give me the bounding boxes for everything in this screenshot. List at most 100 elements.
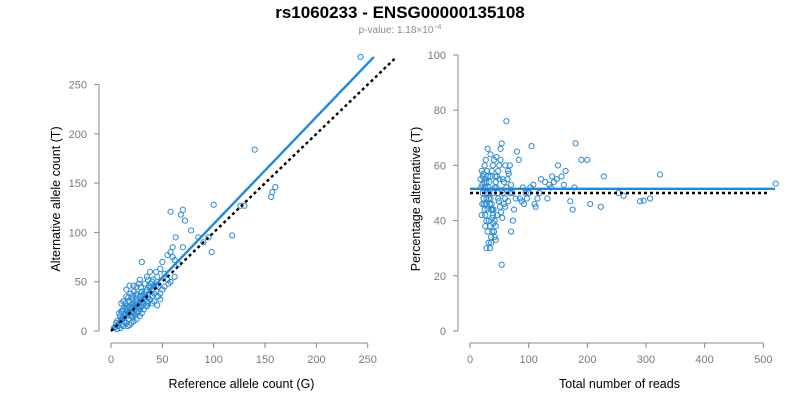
right-data-point bbox=[497, 156, 504, 163]
right-data-point bbox=[772, 180, 779, 187]
right-data-point bbox=[522, 189, 529, 197]
right-data-point bbox=[504, 176, 511, 183]
p-value-label: p-value: 1.18×10 bbox=[358, 25, 434, 36]
right-data-point bbox=[484, 228, 491, 235]
right-x-tick-label: 300 bbox=[637, 354, 655, 366]
right-data-point bbox=[478, 211, 485, 219]
left-data-point bbox=[188, 227, 195, 234]
left-y-tick-label: 0 bbox=[81, 326, 87, 338]
left-x-tick-label: 50 bbox=[156, 354, 168, 366]
left-data-point bbox=[172, 234, 179, 241]
left-data-point bbox=[171, 256, 178, 264]
left-data-point bbox=[136, 276, 143, 283]
left-data-point bbox=[357, 53, 364, 61]
right-x-tick-label: 200 bbox=[578, 354, 596, 366]
left-data-point bbox=[123, 286, 130, 293]
right-data-point bbox=[546, 181, 553, 188]
left-y-axis-title: Alternative allele count (T) bbox=[49, 126, 63, 271]
left-data-point bbox=[151, 298, 158, 305]
left-data-point bbox=[118, 300, 125, 307]
right-data-point bbox=[479, 200, 486, 208]
right-data-point bbox=[482, 156, 489, 163]
right-data-point bbox=[600, 173, 607, 180]
right-y-axis-title: Percentage alternative (T) bbox=[409, 127, 423, 272]
right-data-point bbox=[544, 195, 551, 202]
left-data-point bbox=[181, 217, 189, 224]
right-data-point bbox=[495, 198, 502, 205]
right-data-point bbox=[483, 178, 490, 186]
right-data-point bbox=[486, 200, 494, 208]
right-data-point bbox=[528, 142, 535, 150]
right-data-point bbox=[492, 236, 499, 244]
right-y-tick-label: 80 bbox=[434, 105, 446, 117]
left-data-point bbox=[122, 300, 129, 307]
left-data-point bbox=[137, 304, 144, 311]
right-data-point bbox=[503, 118, 510, 125]
left-data-point bbox=[165, 280, 172, 287]
right-data-point bbox=[492, 178, 499, 186]
right-data-point bbox=[571, 184, 578, 191]
left-x-tick-label: 150 bbox=[256, 354, 274, 366]
chart-title: rs1060233 - ENSG00000135108 bbox=[275, 3, 525, 22]
right-data-point bbox=[488, 206, 495, 213]
right-data-point bbox=[505, 170, 512, 177]
left-x-tick-label: 100 bbox=[205, 354, 223, 366]
right-data-point bbox=[489, 211, 496, 219]
right-data-point bbox=[488, 167, 495, 175]
right-data-point bbox=[496, 176, 503, 183]
right-data-point bbox=[578, 156, 585, 163]
right-data-point bbox=[497, 209, 505, 216]
left-y-tick-label: 250 bbox=[69, 80, 87, 92]
right-data-point bbox=[587, 200, 594, 208]
left-data-point bbox=[272, 183, 279, 191]
right-data-point bbox=[512, 195, 519, 202]
right-y-tick-label: 20 bbox=[434, 271, 446, 283]
right-x-tick-label: 400 bbox=[695, 354, 713, 366]
right-data-point bbox=[506, 162, 513, 169]
left-data-point bbox=[229, 232, 236, 239]
right-data-point bbox=[523, 195, 530, 202]
right-x-tick-label: 500 bbox=[754, 354, 772, 366]
left-data-point bbox=[179, 244, 186, 251]
left-data-point bbox=[130, 282, 137, 289]
right-data-point bbox=[527, 184, 534, 191]
right-data-point bbox=[572, 140, 579, 147]
right-data-point bbox=[513, 148, 521, 155]
left-data-point bbox=[210, 201, 217, 208]
right-data-point bbox=[636, 198, 644, 205]
left-data-point bbox=[137, 284, 144, 291]
p-value-exponent: −4 bbox=[433, 24, 442, 31]
right-data-point bbox=[562, 167, 569, 175]
left-data-point bbox=[208, 249, 215, 256]
right-data-point bbox=[486, 245, 494, 252]
left-data-point bbox=[161, 283, 168, 290]
right-data-point bbox=[493, 211, 501, 219]
right-x-tick-label: 100 bbox=[519, 354, 537, 366]
right-data-point bbox=[499, 176, 506, 183]
left-data-point bbox=[146, 268, 154, 275]
left-data-point bbox=[124, 322, 131, 330]
right-data-point bbox=[558, 173, 565, 180]
right-data-point bbox=[502, 203, 509, 210]
right-data-point bbox=[646, 195, 654, 202]
left-y-tick-label: 200 bbox=[69, 129, 87, 141]
left-data-point bbox=[141, 280, 148, 287]
right-data-point bbox=[516, 195, 523, 202]
right-data-point bbox=[486, 178, 493, 186]
right-y-tick-label: 100 bbox=[428, 50, 446, 62]
right-data-point bbox=[484, 206, 491, 213]
left-data-point bbox=[153, 268, 160, 275]
left-data-point bbox=[143, 273, 151, 280]
right-data-point bbox=[496, 203, 504, 210]
right-y-tick-label: 60 bbox=[434, 160, 446, 172]
right-data-point bbox=[597, 203, 604, 210]
right-data-point bbox=[491, 184, 498, 191]
right-data-point bbox=[498, 140, 505, 147]
right-data-point bbox=[519, 184, 526, 191]
right-data-point bbox=[537, 176, 545, 183]
right-data-point bbox=[489, 228, 496, 235]
left-data-point bbox=[110, 324, 118, 332]
left-data-point bbox=[179, 206, 186, 213]
